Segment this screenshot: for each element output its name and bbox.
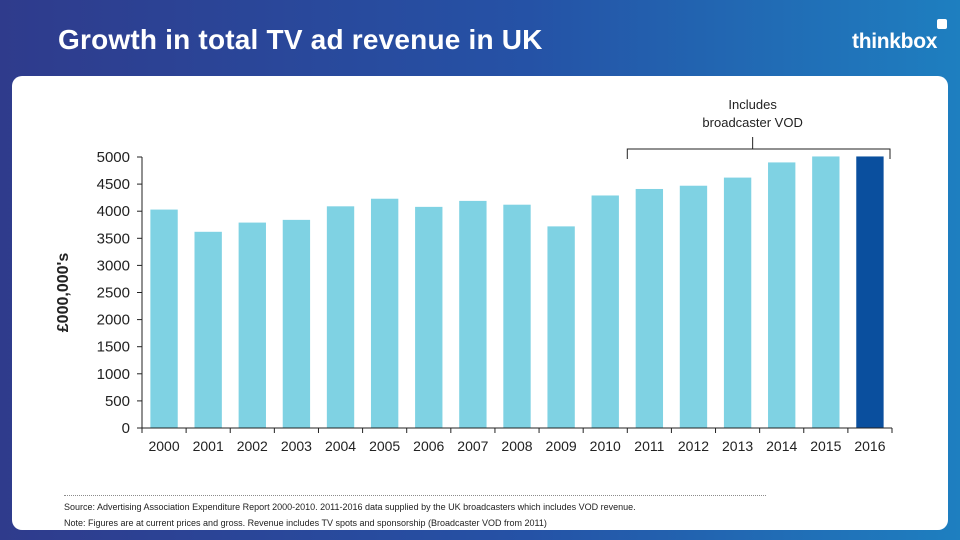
- x-tick-label-2004: 2004: [325, 438, 356, 454]
- y-tick-label-4500: 4500: [97, 176, 130, 193]
- bar-2008: [503, 204, 531, 428]
- x-tick-label-2010: 2010: [590, 438, 621, 454]
- y-tick-label-3500: 3500: [97, 230, 130, 247]
- x-tick-label-2012: 2012: [678, 438, 709, 454]
- bar-2002: [238, 222, 266, 428]
- bar-2014: [768, 162, 796, 429]
- bar-chart: 2000 2001 2002 2003 2004 2005 2006 2007 2008 2009…: [55, 97, 893, 454]
- x-tick-label-2005: 2005: [369, 438, 400, 454]
- y-tick-label-1000: 1000: [97, 366, 130, 383]
- y-tick-label-5000: 5000: [97, 149, 130, 166]
- bar-2003: [282, 219, 311, 428]
- thinkbox-logo: thinkbox: [852, 30, 938, 53]
- x-tick-label-2009: 2009: [546, 438, 577, 454]
- y-tick-label-2500: 2500: [97, 285, 130, 302]
- bar-2010: [591, 195, 619, 428]
- bar-2007: [459, 200, 487, 428]
- page-title: Growth in total TV ad revenue in UK: [58, 24, 543, 55]
- y-tick-label-1500: 1500: [97, 339, 130, 356]
- x-tick-label-2016: 2016: [854, 438, 885, 454]
- note-text: Note: Figures are at current prices and …: [64, 518, 547, 528]
- x-tick-label-2003: 2003: [281, 438, 312, 454]
- x-tick-label-2013: 2013: [722, 438, 753, 454]
- bar-2013: [723, 177, 752, 428]
- x-tick-label-2000: 2000: [148, 438, 179, 454]
- x-tick-label-2011: 2011: [634, 438, 664, 454]
- chart-panel: 2000 2001 2002 2003 2004 2005 2006 2007 2008 2009…: [12, 76, 948, 530]
- source-divider: [64, 495, 766, 496]
- y-tick-label-500: 500: [105, 393, 130, 410]
- bar-2001: [194, 231, 222, 428]
- bar-2005: [370, 198, 399, 428]
- y-tick-label-0: 0: [122, 420, 130, 437]
- x-tick-label-2002: 2002: [237, 438, 268, 454]
- source-text: Source: Advertising Association Expendit…: [64, 502, 636, 512]
- logo-square-icon: [937, 19, 947, 29]
- x-tick-label-2014: 2014: [766, 438, 797, 454]
- y-tick-label-4000: 4000: [97, 203, 130, 220]
- bar-2016: [856, 156, 884, 428]
- bar-2011: [635, 188, 664, 428]
- bar-2009: [547, 226, 575, 428]
- annotation-line-1: Includes: [728, 97, 777, 112]
- x-tick-label-2001: 2001: [193, 438, 224, 454]
- y-axis-label: £000,000's: [55, 253, 72, 333]
- bar-2006: [415, 206, 443, 428]
- annotation-line-2: broadcaster VOD: [702, 115, 802, 130]
- bar-2000: [150, 209, 178, 428]
- x-tick-label-2007: 2007: [457, 438, 488, 454]
- annotation-bracket: [626, 148, 891, 159]
- x-tick-label-2015: 2015: [810, 438, 841, 454]
- bar-2004: [326, 206, 355, 428]
- bar-2015: [812, 156, 840, 428]
- x-tick-label-2006: 2006: [413, 438, 444, 454]
- x-tick-label-2008: 2008: [501, 438, 532, 454]
- y-tick-label-2000: 2000: [97, 312, 130, 329]
- bar-2012: [679, 185, 708, 428]
- y-tick-label-3000: 3000: [97, 257, 130, 274]
